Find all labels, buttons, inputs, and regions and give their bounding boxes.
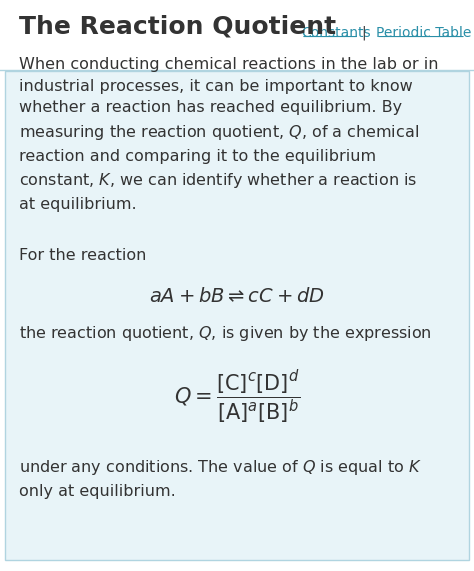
Text: |: | [361, 26, 366, 40]
Text: Periodic Table: Periodic Table [376, 26, 471, 40]
Text: the reaction quotient, $Q$, is given by the expression: the reaction quotient, $Q$, is given by … [19, 324, 432, 343]
Text: When conducting chemical reactions in the lab or in
industrial processes, it can: When conducting chemical reactions in th… [19, 57, 438, 212]
Text: For the reaction: For the reaction [19, 248, 146, 263]
Text: under any conditions. The value of $Q$ is equal to $K$
only at equilibrium.: under any conditions. The value of $Q$ i… [19, 458, 422, 498]
Text: Constants: Constants [301, 26, 371, 40]
Text: The Reaction Quotient: The Reaction Quotient [19, 14, 336, 38]
FancyBboxPatch shape [5, 71, 469, 560]
Text: $Q = \dfrac{[\mathrm{C}]^c[\mathrm{D}]^d}{[\mathrm{A}]^a[\mathrm{B}]^b}$: $Q = \dfrac{[\mathrm{C}]^c[\mathrm{D}]^d… [174, 368, 300, 425]
Text: $aA + bB \rightleftharpoons cC + dD$: $aA + bB \rightleftharpoons cC + dD$ [149, 287, 325, 305]
